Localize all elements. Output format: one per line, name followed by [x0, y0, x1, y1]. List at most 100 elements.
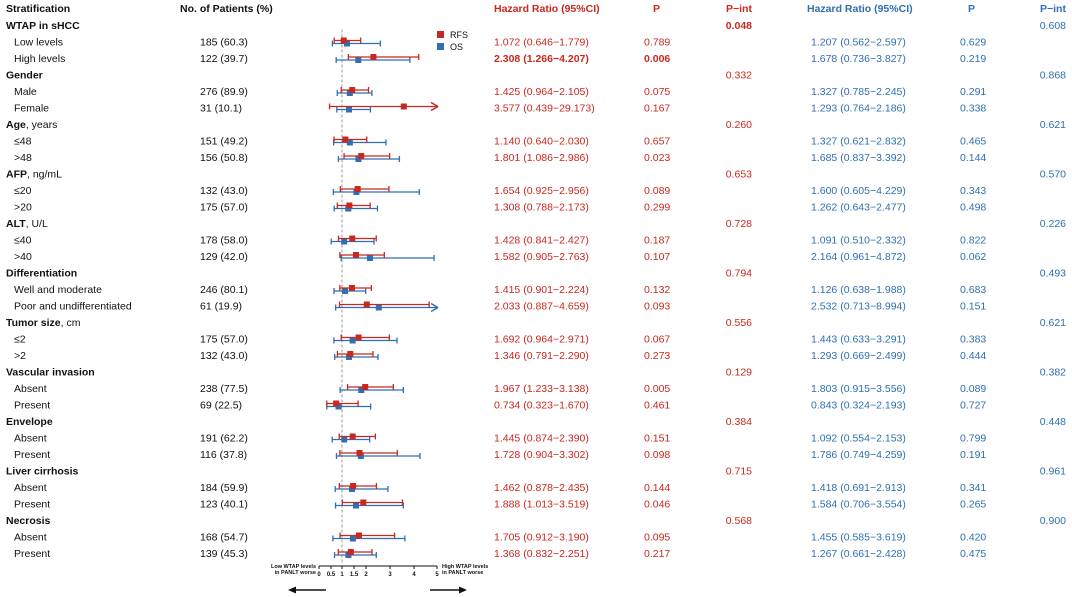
row-label: High levels	[14, 53, 65, 65]
row-p-rfs: 0.095	[644, 532, 670, 544]
rfs-point	[350, 483, 357, 489]
rfs-point	[347, 549, 354, 555]
row-label: Present	[14, 400, 50, 412]
row-hr-os: 1.207 (0.562−2.597)	[811, 37, 906, 49]
os-point	[346, 106, 353, 113]
header-pint-rfs: P−int	[726, 3, 752, 15]
row-hr-rfs: 1.692 (0.964−2.971)	[494, 334, 589, 346]
axis-left-note-line2: in PANLT worse	[275, 570, 316, 576]
row-label: ≤20	[14, 185, 32, 197]
row-hr-rfs: 1.888 (1.013−3.519)	[494, 499, 589, 511]
rfs-point	[360, 499, 367, 506]
rfs-point	[347, 351, 354, 357]
row-hr-os: 1.092 (0.554−2.153)	[811, 433, 906, 445]
row-patients: 175 (57.0)	[200, 334, 248, 346]
group-pint-rfs: 0.568	[726, 515, 752, 527]
row-patients: 246 (80.1)	[200, 284, 248, 296]
row-hr-rfs: 1.368 (0.832−2.251)	[494, 548, 589, 560]
row-hr-rfs: 1.346 (0.791−2.290)	[494, 350, 589, 362]
row-p-rfs: 0.273	[644, 350, 670, 362]
rfs-point	[355, 334, 362, 341]
row-patients: 151 (49.2)	[200, 136, 248, 148]
row-p-os: 0.219	[960, 53, 986, 65]
rfs-point	[333, 400, 340, 407]
x-axis: 0 0.5 1 1.5 2 3 4 5	[317, 565, 439, 578]
header-stratification: Stratification	[6, 3, 70, 15]
os-point	[349, 535, 356, 542]
header-p-rfs: P	[653, 3, 660, 15]
group-pint-rfs: 0.129	[726, 367, 752, 379]
group-label: Tumor size, cm	[6, 317, 81, 329]
rfs-point	[358, 153, 365, 159]
row-label: Present	[14, 449, 50, 461]
row-p-os: 0.383	[960, 334, 986, 346]
row-hr-os: 1.685 (0.837−3.392)	[811, 152, 906, 164]
legend: RFS OS	[437, 30, 468, 52]
row-hr-os: 1.327 (0.621−2.832)	[811, 136, 906, 148]
group-pint-os: 0.382	[1040, 367, 1066, 379]
row-label: >40	[14, 251, 32, 263]
left-direction-arrow	[288, 586, 326, 594]
row-p-rfs: 0.046	[644, 499, 670, 511]
header-patients: No. of Patients (%)	[180, 3, 273, 15]
row-p-rfs: 0.023	[644, 152, 670, 164]
row-patients: 184 (59.9)	[200, 482, 248, 494]
row-hr-rfs: 1.462 (0.878−2.435)	[494, 482, 589, 494]
row-p-rfs: 0.075	[644, 86, 670, 98]
legend-rfs-swatch	[437, 31, 444, 38]
group-label: Age, years	[6, 119, 57, 131]
row-p-os: 0.822	[960, 235, 986, 247]
rfs-point	[340, 37, 347, 44]
row-hr-rfs: 0.734 (0.323−1.670)	[494, 400, 589, 412]
row-patients: 129 (42.0)	[200, 251, 248, 263]
row-hr-os: 1.803 (0.915−3.556)	[811, 383, 906, 395]
row-p-rfs: 0.657	[644, 136, 670, 148]
group-pint-rfs: 0.728	[726, 218, 752, 230]
row-hr-os: 1.678 (0.736−3.827)	[811, 53, 906, 65]
row-hr-rfs: 1.967 (1.233−3.138)	[494, 383, 589, 395]
x-tick-label: 3	[388, 572, 392, 578]
row-p-os: 0.799	[960, 433, 986, 445]
row-patients: 178 (58.0)	[200, 235, 248, 247]
row-hr-os: 1.786 (0.749−4.259)	[811, 449, 906, 461]
row-p-os: 0.727	[960, 400, 986, 412]
row-patients: 168 (54.7)	[200, 532, 248, 544]
row-patients: 123 (40.1)	[200, 499, 248, 511]
row-hr-os: 1.327 (0.785−2.245)	[811, 86, 906, 98]
row-patients: 175 (57.0)	[200, 202, 248, 214]
rfs-point	[349, 433, 356, 440]
row-label: Low levels	[14, 37, 63, 49]
row-p-rfs: 0.132	[644, 284, 670, 296]
row-hr-rfs: 1.308 (0.788−2.173)	[494, 202, 589, 214]
row-p-os: 0.629	[960, 37, 986, 49]
row-hr-os: 2.164 (0.961−4.872)	[811, 251, 906, 263]
row-p-rfs: 0.093	[644, 301, 670, 313]
row-label: Present	[14, 548, 50, 560]
os-point	[342, 288, 349, 294]
row-p-os: 0.343	[960, 185, 986, 197]
marks	[326, 29, 439, 563]
row-patients: 156 (50.8)	[200, 152, 248, 164]
row-patients: 238 (77.5)	[200, 383, 248, 395]
row-label: Male	[14, 86, 37, 98]
row-p-rfs: 0.217	[644, 548, 670, 560]
row-hr-os: 1.455 (0.585−3.619)	[811, 532, 906, 544]
row-hr-os: 1.262 (0.643−2.477)	[811, 202, 906, 214]
row-p-os: 0.475	[960, 548, 986, 560]
row-p-os: 0.291	[960, 86, 986, 98]
group-label: WTAP in sHCC	[6, 20, 80, 32]
row-hr-rfs: 2.308 (1.266−4.207)	[494, 53, 589, 65]
row-hr-rfs: 1.415 (0.901−2.224)	[494, 284, 589, 296]
row-p-rfs: 0.089	[644, 185, 670, 197]
rfs-point	[355, 532, 362, 539]
row-p-os: 0.062	[960, 251, 986, 263]
row-hr-rfs: 1.654 (0.925−2.956)	[494, 185, 589, 197]
rfs-point	[400, 103, 407, 110]
group-label: Differentiation	[6, 268, 77, 280]
axis-right-note-line1: High WTAP levels	[442, 564, 488, 570]
group-pint-os: 0.226	[1040, 218, 1066, 230]
row-patients: 31 (10.1)	[200, 103, 242, 115]
x-tick-label: 1	[340, 572, 344, 578]
group-pint-os: 0.493	[1040, 268, 1066, 280]
